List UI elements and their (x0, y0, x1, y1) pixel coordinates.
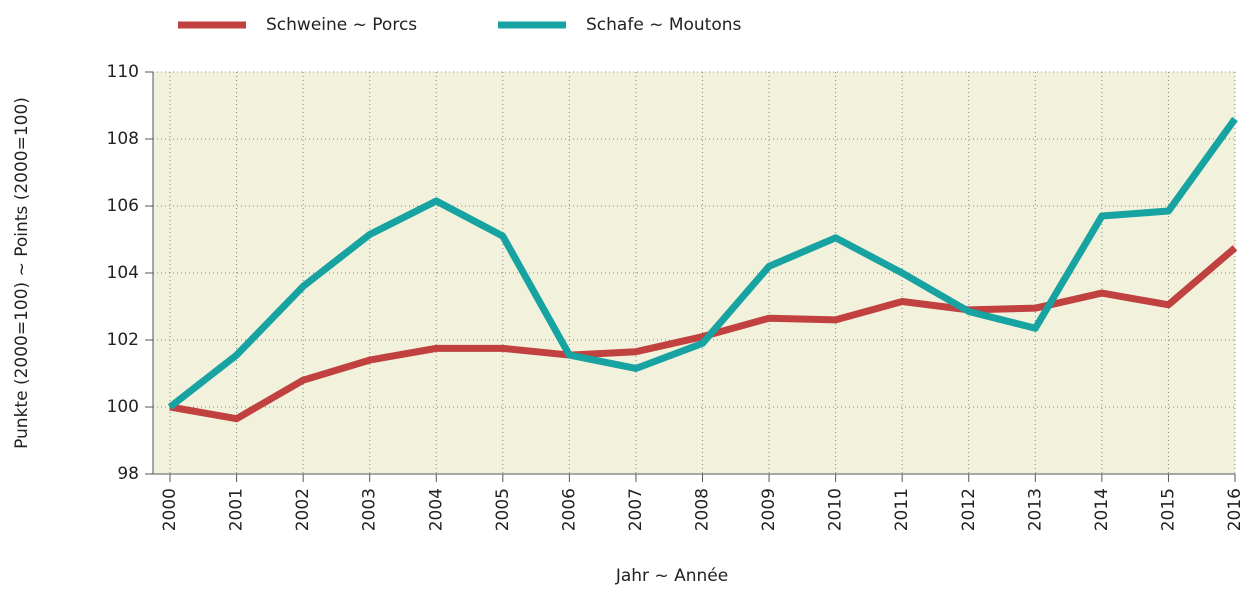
y-tick-label: 108 (107, 129, 139, 149)
y-tick-label: 110 (107, 62, 139, 82)
x-tick-label: 2003 (360, 488, 380, 531)
x-tick-label: 2014 (1092, 488, 1112, 531)
x-tick-label: 2008 (693, 488, 713, 531)
x-tick-label: 2015 (1158, 488, 1178, 531)
x-tick-label: 2016 (1225, 488, 1243, 531)
y-tick-label: 106 (107, 196, 139, 216)
series-line (167, 116, 1238, 410)
series-line (169, 245, 1238, 423)
x-tick-label: 2007 (626, 488, 646, 531)
x-tick-label: 2002 (293, 488, 313, 531)
x-tick-label: 2001 (227, 488, 247, 531)
x-tick-label: 2011 (892, 488, 912, 531)
y-tick-label: 100 (107, 397, 139, 417)
y-tick-label: 98 (117, 464, 139, 484)
x-tick-label: 2006 (559, 488, 579, 531)
legend-label: Schafe ~ Moutons (586, 15, 742, 35)
x-tick-label: 2010 (826, 488, 846, 531)
y-tick-label: 104 (107, 263, 139, 283)
x-axis-label: Jahr ~ Année (615, 566, 728, 586)
x-tick-label: 2009 (759, 488, 779, 531)
x-tick-label: 2012 (959, 488, 979, 531)
x-tick-label: 2004 (426, 488, 446, 531)
x-tick-label: 2000 (160, 488, 180, 531)
x-tick-label: 2013 (1025, 488, 1045, 531)
y-axis-label: Punkte (2000=100) ~ Points (2000=100) (12, 97, 32, 449)
y-tick-label: 102 (107, 330, 139, 350)
x-tick-label: 2005 (493, 488, 513, 531)
legend-label: Schweine ~ Porcs (266, 15, 417, 35)
